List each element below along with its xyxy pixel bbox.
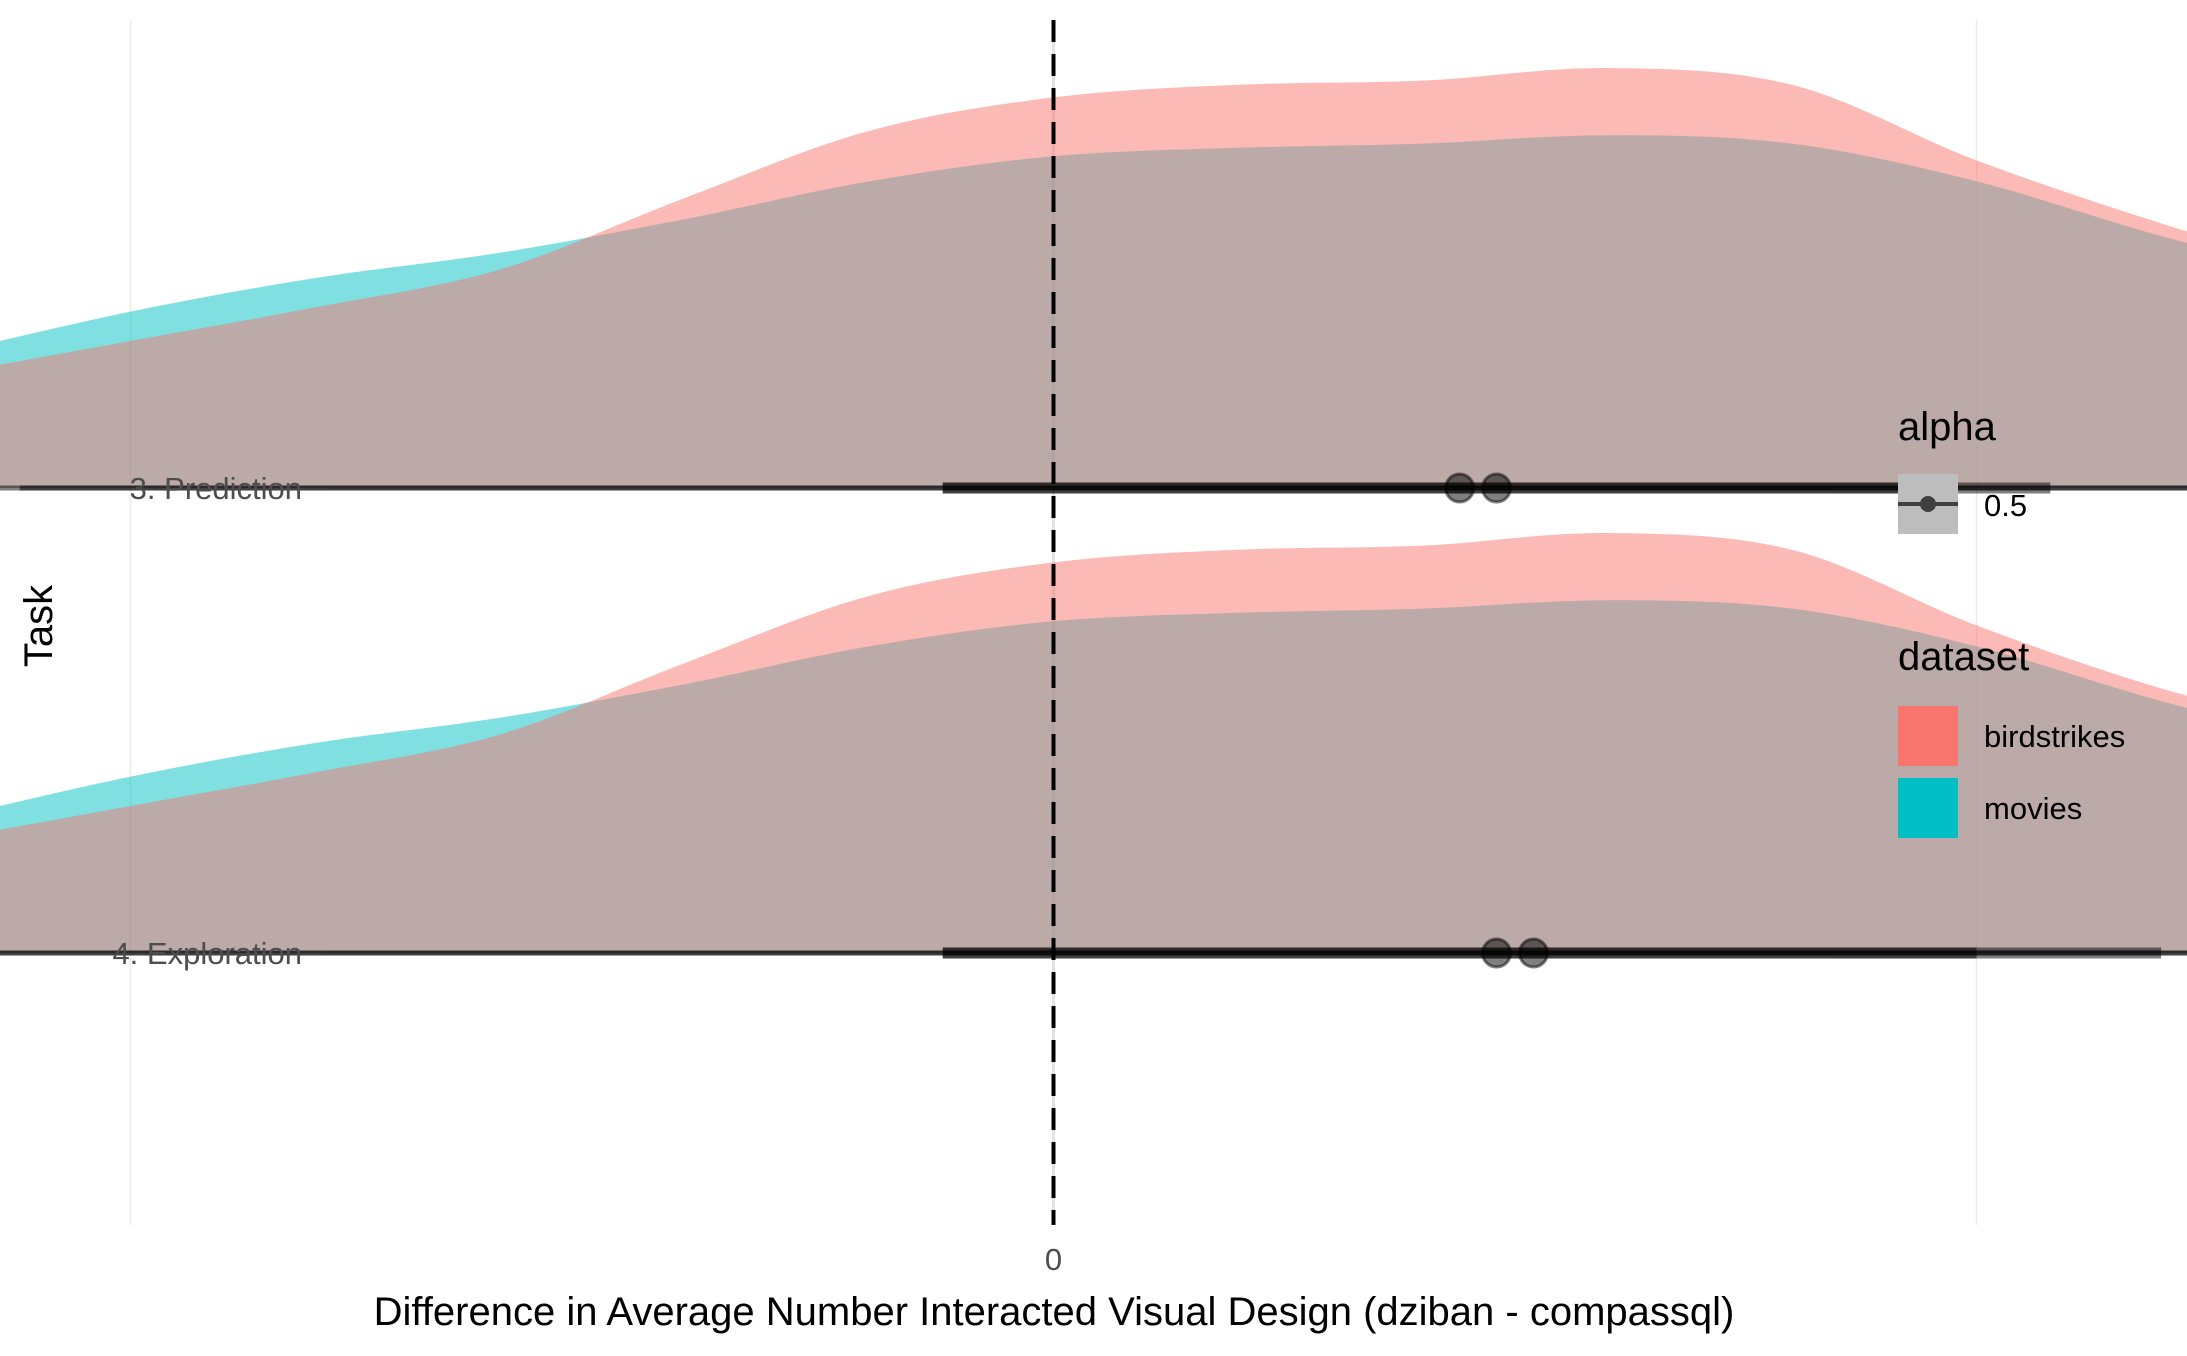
point-estimate-birdstrikes-prediction bbox=[1444, 472, 1476, 504]
y-tick-label: 4. Exploration bbox=[112, 936, 302, 971]
x-axis-title: Difference in Average Number Interacted … bbox=[374, 1290, 1735, 1334]
legend-title-dataset: dataset bbox=[1898, 635, 2029, 679]
legend-label-alpha: 0.5 bbox=[1984, 488, 2027, 523]
density-birdstrikes-exploration bbox=[0, 532, 2187, 953]
legend-label-movies: movies bbox=[1984, 791, 2082, 826]
legend-key-movies bbox=[1898, 778, 1958, 838]
x-tick-label: 0 bbox=[1045, 1242, 1062, 1277]
legend-key-birdstrikes bbox=[1898, 706, 1958, 766]
legend: alpha 0.5 dataset birdstrikes movies bbox=[1898, 405, 2125, 838]
legend-key-alpha-point bbox=[1920, 496, 1936, 512]
y-tick-label: 3. Prediction bbox=[130, 471, 302, 506]
density-birdstrikes-prediction bbox=[0, 67, 2187, 488]
point-estimate-birdstrikes-exploration bbox=[1481, 937, 1513, 969]
legend-label-birdstrikes: birdstrikes bbox=[1984, 719, 2125, 754]
y-axis-title: Task bbox=[17, 584, 61, 667]
legend-title-alpha: alpha bbox=[1898, 405, 1997, 449]
